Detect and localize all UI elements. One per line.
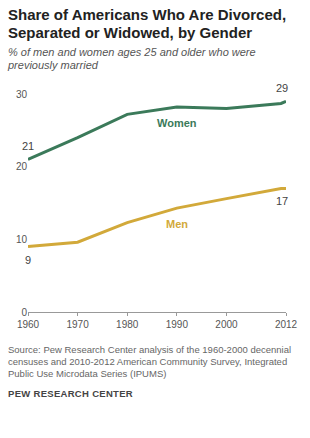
svg-text:Women: Women bbox=[157, 117, 197, 129]
svg-text:1970: 1970 bbox=[66, 319, 89, 330]
svg-text:2012: 2012 bbox=[275, 319, 298, 330]
html-text:Share of Americans Who Are Div: Share of Americans Who Are Divorced, Sep… bbox=[8, 6, 287, 41]
svg-text:0: 0 bbox=[21, 307, 27, 318]
html-text:Source: Pew Research Center an: Source: Pew Research Center analysis of … bbox=[8, 344, 292, 379]
svg-text:21: 21 bbox=[22, 140, 34, 152]
svg-text:30: 30 bbox=[16, 89, 28, 100]
html-text:PEW RESEARCH CENTER: PEW RESEARCH CENTER bbox=[8, 388, 133, 399]
svg-text:1980: 1980 bbox=[116, 319, 139, 330]
svg-text:2000: 2000 bbox=[215, 319, 238, 330]
svg-text:20: 20 bbox=[16, 161, 28, 172]
svg-text:17: 17 bbox=[276, 195, 288, 207]
svg-text:29: 29 bbox=[276, 82, 288, 94]
svg-text:9: 9 bbox=[25, 254, 31, 266]
html-text:% of men and women ages 25 and: % of men and women ages 25 and older who… bbox=[8, 46, 256, 71]
svg-text:10: 10 bbox=[16, 234, 28, 245]
svg-text:Men: Men bbox=[166, 218, 188, 230]
svg-text:1990: 1990 bbox=[166, 319, 189, 330]
svg-text:1960: 1960 bbox=[17, 319, 40, 330]
